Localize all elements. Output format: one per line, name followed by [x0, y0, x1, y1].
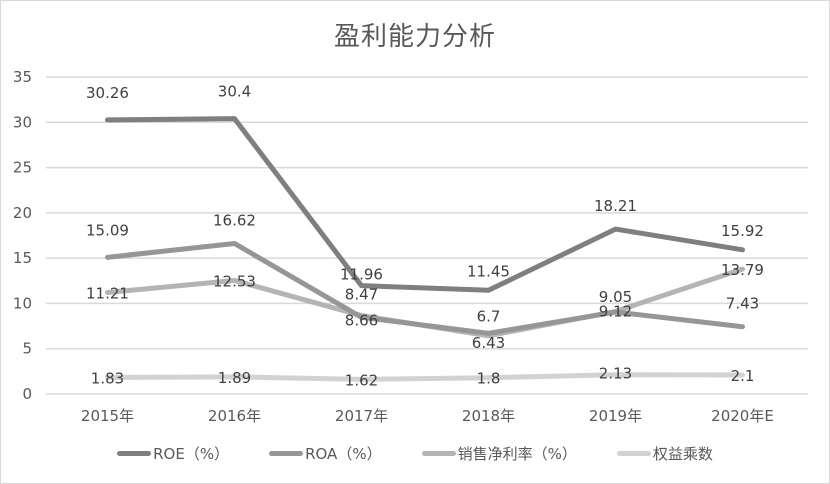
data-label: 1.89 [218, 369, 251, 387]
data-label: 30.4 [218, 83, 251, 101]
data-label: 6.7 [477, 307, 501, 325]
data-label: 1.62 [345, 371, 378, 389]
legend-item-roa[interactable]: ROA（%） [269, 443, 382, 464]
legend-swatch-icon [616, 451, 651, 456]
data-label: 16.62 [213, 211, 256, 229]
data-label: 2.13 [599, 365, 632, 383]
data-label: 15.09 [86, 221, 129, 239]
x-tick-label: 2020年E [711, 407, 774, 425]
y-axis-ticks: 0 5 10 15 20 25 30 35 [13, 68, 32, 403]
data-label: 12.53 [213, 273, 256, 291]
series-lines [105, 116, 745, 382]
data-label: 1.8 [477, 370, 501, 388]
data-label: 11.96 [340, 266, 383, 284]
x-tick-label: 2015年 [81, 407, 134, 425]
data-label: 11.21 [86, 284, 129, 302]
series-line [105, 240, 745, 336]
data-label: 6.43 [472, 334, 505, 352]
gridlines [46, 76, 808, 395]
legend-swatch-icon [269, 451, 304, 456]
legend-label: ROA（%） [305, 445, 382, 463]
data-label: 9.05 [599, 288, 632, 306]
y-tick-label: 20 [13, 204, 32, 222]
legend-swatch-icon [117, 451, 152, 456]
chart-title: 盈利能力分析 [333, 22, 496, 52]
y-tick-label: 35 [13, 68, 32, 86]
y-tick-label: 0 [22, 385, 32, 403]
x-axis-ticks: 2015年 2016年 2017年 2018年 2019年 2020年E [81, 407, 774, 425]
data-label: 9.12 [599, 302, 632, 320]
data-label: 15.92 [721, 222, 764, 240]
legend-label: 销售净利率（%） [457, 445, 577, 463]
legend-item-net-margin[interactable]: 销售净利率（%） [421, 443, 577, 464]
y-tick-label: 5 [22, 340, 32, 358]
data-labels: 30.26 30.4 11.96 11.45 18.21 15.92 15.09 16.62 8… [86, 83, 764, 390]
data-label: 18.21 [594, 197, 637, 215]
series-line [105, 116, 745, 293]
legend-item-equity-multiplier[interactable]: 权益乘数 [616, 443, 713, 464]
legend-swatch-icon [421, 451, 456, 456]
data-label: 11.45 [467, 262, 510, 280]
legend-item-roe[interactable]: ROE（%） [117, 443, 229, 464]
series-line [105, 372, 745, 382]
data-label: 1.83 [91, 369, 124, 387]
data-label: 8.47 [345, 285, 378, 303]
y-tick-label: 10 [13, 294, 32, 312]
x-tick-label: 2017年 [335, 407, 388, 425]
x-tick-label: 2018年 [462, 407, 515, 425]
legend-label: 权益乘数 [652, 445, 713, 463]
x-tick-label: 2019年 [589, 407, 642, 425]
legend-label: ROE（%） [153, 445, 230, 463]
y-tick-label: 15 [13, 249, 32, 267]
data-label: 8.66 [345, 312, 378, 330]
data-label: 2.1 [731, 367, 755, 385]
y-tick-label: 25 [13, 159, 32, 177]
data-label: 13.79 [721, 261, 764, 279]
x-tick-label: 2016年 [208, 407, 261, 425]
chart-legend: ROE（%） ROA（%） 销售净利率（%） 权益乘数 [0, 443, 830, 464]
y-tick-label: 30 [13, 113, 32, 131]
data-label: 30.26 [86, 84, 129, 102]
data-label: 7.43 [726, 295, 759, 313]
